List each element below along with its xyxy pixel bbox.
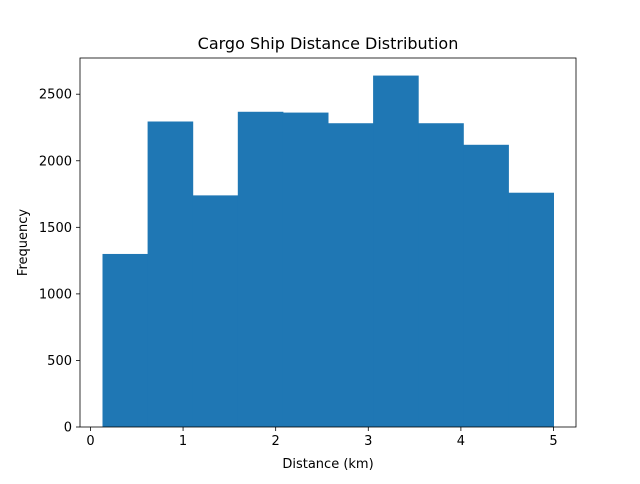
y-tick-label: 2000 <box>39 154 72 169</box>
x-axis-label: Distance (km) <box>282 457 373 472</box>
y-tick-label: 1500 <box>39 221 72 236</box>
x-tick-label: 5 <box>549 434 557 449</box>
histogram-bar-4 <box>237 111 284 427</box>
x-tick-label: 4 <box>457 434 465 449</box>
histogram-bar-6 <box>328 123 374 427</box>
y-tick-label: 0 <box>64 421 72 436</box>
x-tick-label: 3 <box>364 434 372 449</box>
histogram-bar-2 <box>147 121 194 427</box>
histogram-bar-10 <box>508 192 554 427</box>
chart-title: Cargo Ship Distance Distribution <box>198 34 459 53</box>
y-axis-label: Frequency <box>16 209 31 276</box>
x-tick-label: 1 <box>179 434 187 449</box>
x-axis-ticks: 0 1 2 3 4 5 <box>86 427 558 449</box>
histogram-bar-7 <box>373 75 419 427</box>
x-tick-label: 2 <box>272 434 280 449</box>
bars-layer <box>102 75 554 428</box>
histogram-bar-5 <box>282 112 329 427</box>
histogram-bar-3 <box>192 195 239 427</box>
y-tick-label: 500 <box>47 354 72 369</box>
x-tick-label: 0 <box>86 434 94 449</box>
y-axis-ticks: 0 500 1000 1500 2000 2500 <box>39 88 80 436</box>
plot-frame <box>79 57 577 428</box>
histogram-bar-8 <box>418 123 464 427</box>
y-tick-label: 2500 <box>39 88 72 103</box>
histogram-bar-9 <box>463 144 509 428</box>
histogram-bar-1 <box>102 253 149 427</box>
y-tick-label: 1000 <box>39 287 72 302</box>
